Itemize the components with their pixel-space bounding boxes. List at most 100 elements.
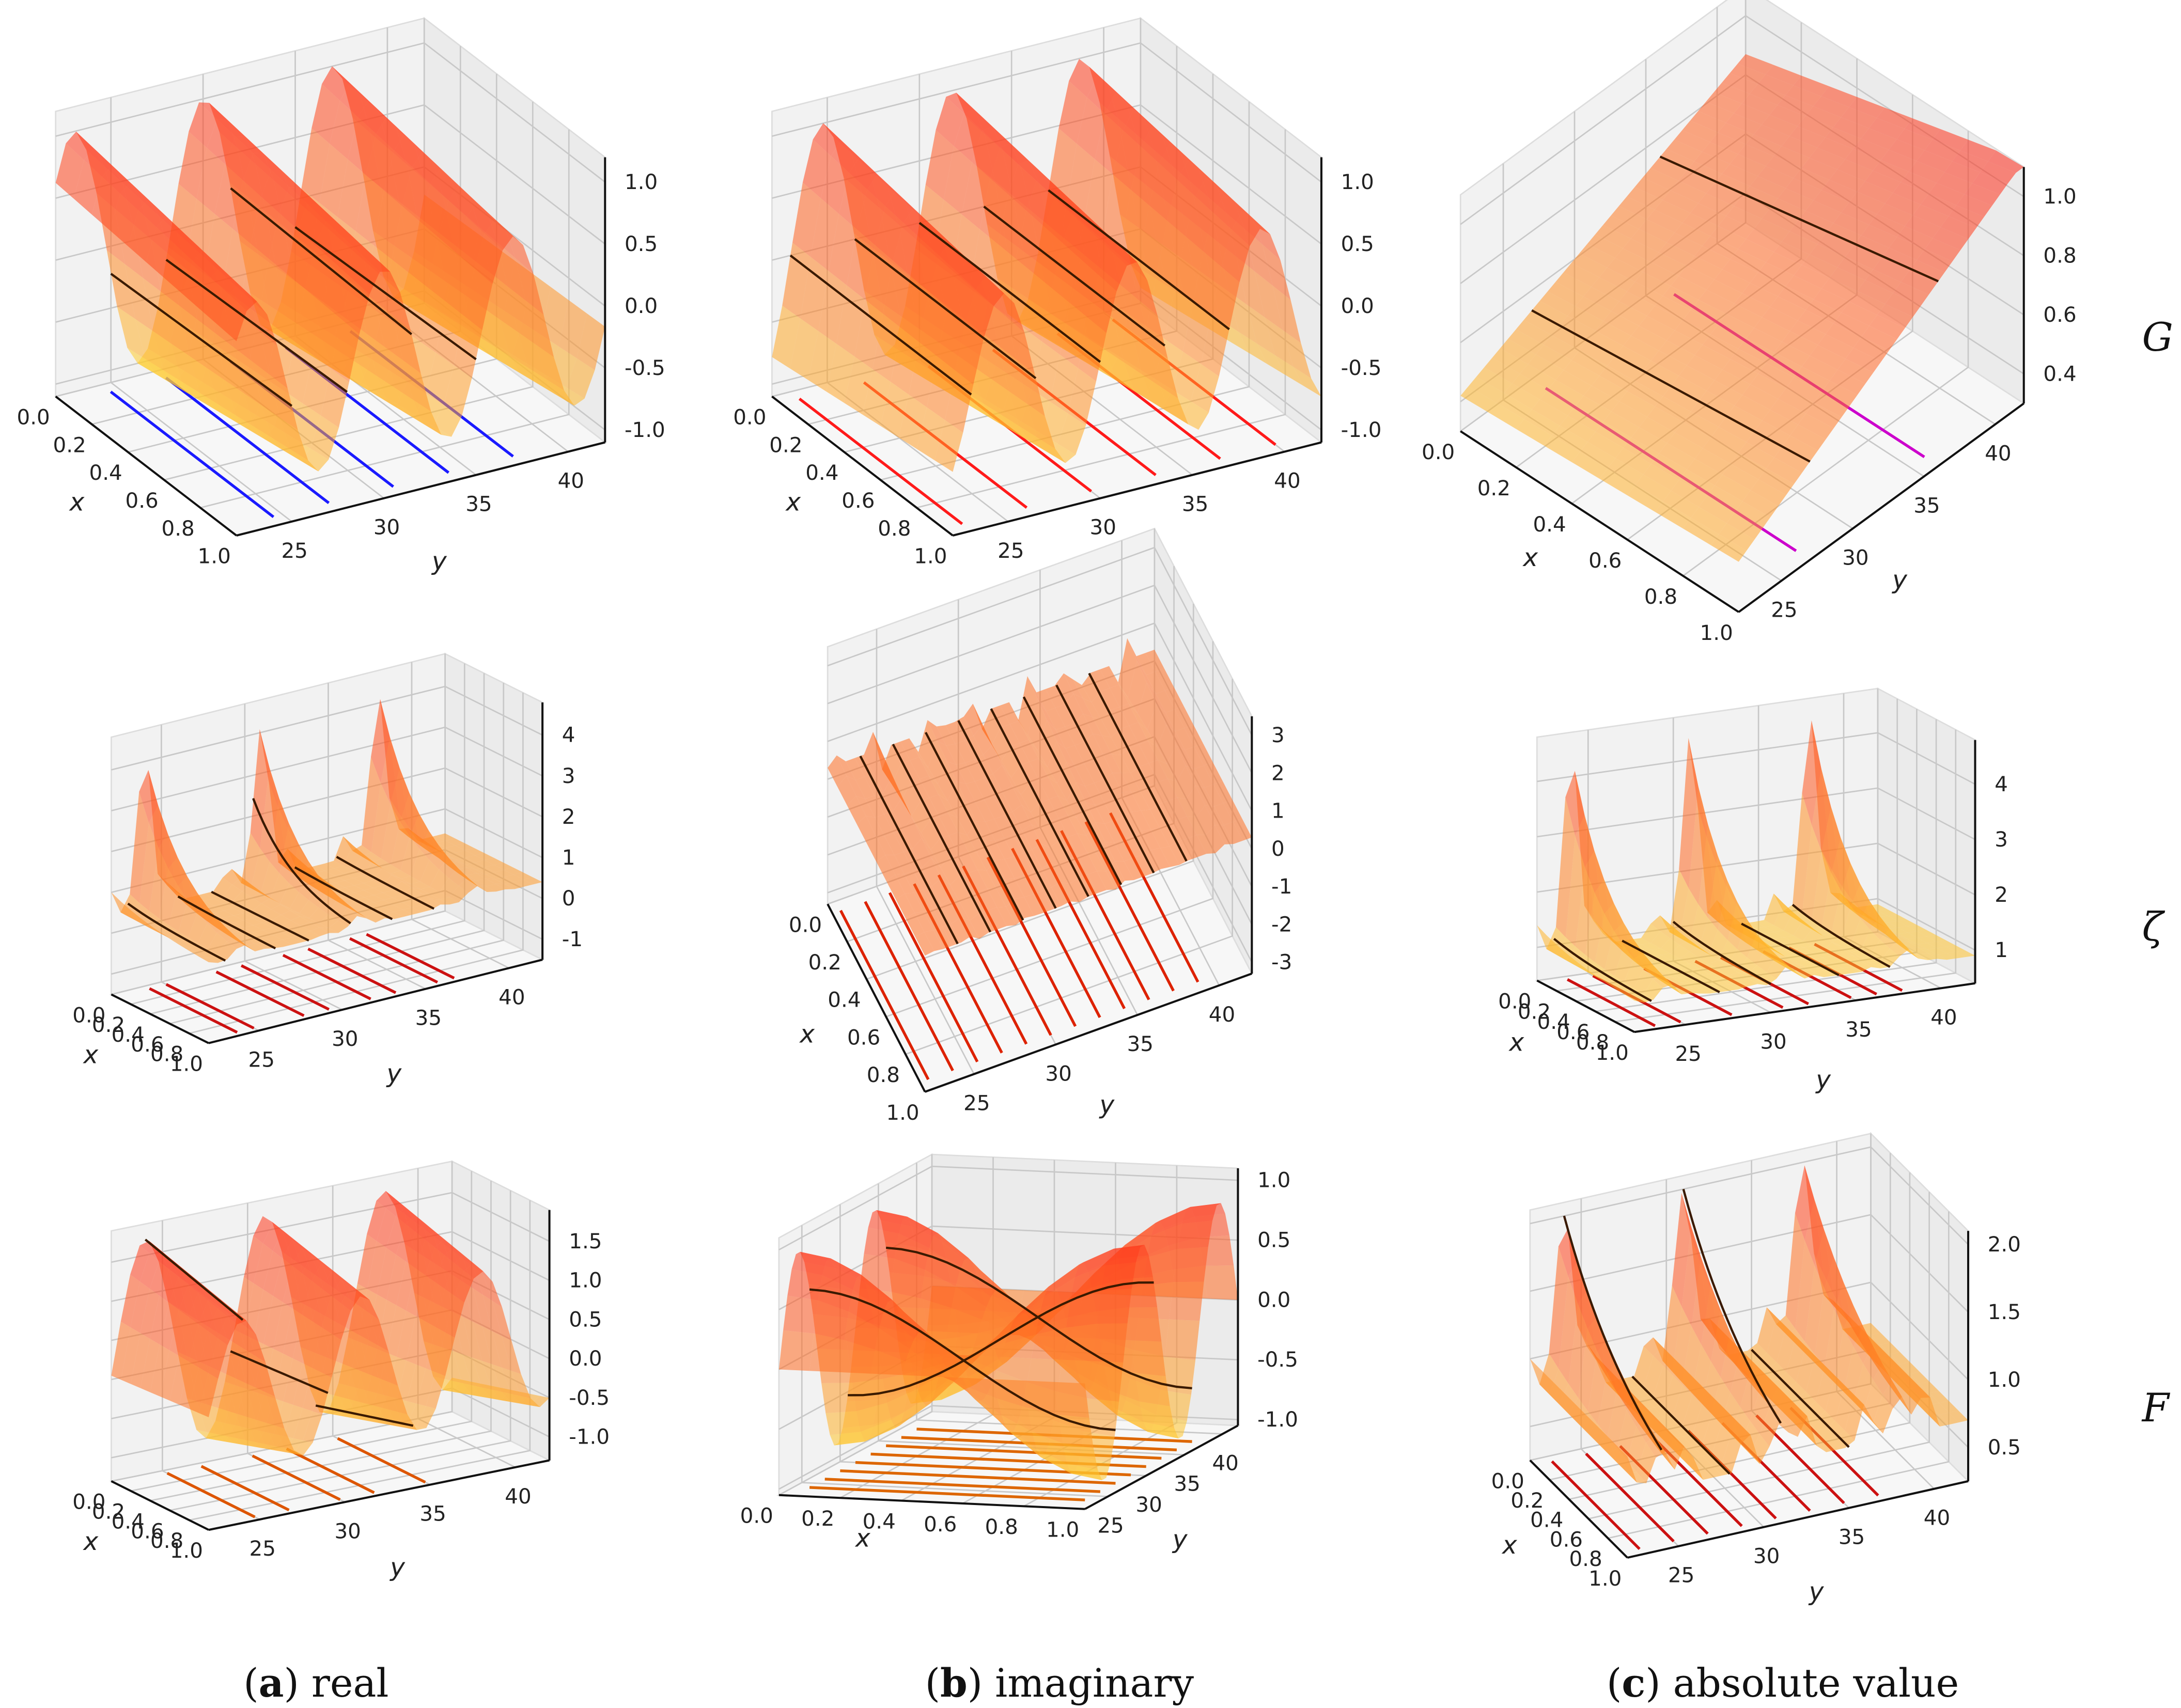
surface-patch: [1777, 95, 1814, 116]
surface-patch: [466, 862, 485, 870]
floor-contour-line: [200, 1465, 290, 1512]
surface-patch: [217, 1305, 237, 1317]
surface-patch: [1698, 289, 1735, 314]
surface-patch: [1587, 1317, 1607, 1352]
surface-patch: [1655, 295, 1691, 320]
surface-patch: [1750, 84, 1786, 105]
surface-patch: [950, 876, 969, 903]
surface-patch: [1097, 1289, 1132, 1324]
surface-patch: [233, 347, 262, 405]
y-tick-label: 30: [373, 515, 400, 540]
surface-patch: [1680, 977, 1701, 983]
surface-patch: [213, 877, 232, 897]
surface-patch: [1683, 1446, 1703, 1459]
surface-patch: [1803, 946, 1823, 953]
surface-patch: [364, 895, 384, 902]
x-tick-label: 1.0: [1596, 1041, 1629, 1065]
surface-patch: [1148, 760, 1168, 782]
surface-patch: [252, 903, 272, 916]
surface-patch: [1802, 355, 1838, 381]
surface-plot-F-imaginary: 0.0 0.2 0.4 0.6 0.8 1.0 253035401.00.50.0-0.5-…: [740, 1153, 1298, 1554]
surface-patch: [198, 1289, 217, 1301]
surface-patch: [1900, 1361, 1920, 1374]
surface-patch: [1214, 825, 1234, 844]
surface-patch: [290, 911, 309, 918]
row-label-g: G: [2142, 315, 2173, 360]
surface-patch: [281, 904, 300, 914]
surface-patch: [1815, 1288, 1834, 1367]
surface-patch: [885, 191, 914, 223]
surface-patch: [1834, 1328, 1854, 1390]
surface-patch: [1073, 694, 1093, 717]
surface-patch: [1671, 480, 1707, 507]
surface-patch: [809, 1333, 845, 1372]
surface-patch: [360, 1292, 379, 1320]
surface-patch: [1841, 905, 1861, 945]
surface-patch: [1113, 130, 1142, 190]
surface-patch: [1055, 704, 1074, 727]
surface-patch: [253, 1243, 273, 1290]
surface-patch: [476, 879, 496, 886]
grid-line-z: [1530, 1146, 1969, 1245]
surface-patch: [1687, 459, 1723, 485]
surface-patch: [1814, 970, 1833, 977]
x-tick-label: 0.4: [1533, 512, 1566, 537]
surface-patch: [1889, 237, 1925, 260]
floor-contour-line: [165, 377, 330, 504]
surface-patch: [518, 332, 546, 379]
surface-patch: [838, 173, 867, 230]
surface-patch: [1781, 136, 1817, 158]
surface-patch: [1718, 216, 1754, 239]
surface-patch: [1844, 1346, 1863, 1401]
surface-patch: [1158, 778, 1177, 801]
surface-patch: [991, 727, 1011, 761]
surface-patch: [1213, 781, 1233, 804]
surface-patch: [1001, 1415, 1037, 1449]
surface-patch: [121, 1327, 141, 1384]
surface-patch: [1801, 254, 1837, 278]
floor-contour-line: [282, 953, 371, 1000]
surface-patch: [292, 1314, 312, 1364]
surface-patch: [473, 1266, 493, 1301]
surface-patch: [494, 870, 514, 877]
surface-patch: [1873, 160, 1909, 182]
surface-patch: [1784, 942, 1804, 949]
surface-patch: [1639, 316, 1675, 341]
surface-patch: [1671, 965, 1690, 972]
surface-patch: [1699, 496, 1735, 524]
surface-patch: [813, 123, 842, 156]
surface-patch: [366, 333, 395, 388]
surface-patch: [1805, 106, 1841, 128]
surface-patch: [208, 933, 227, 954]
surface-patch: [1698, 101, 1734, 123]
grid-line-z: [827, 584, 1253, 774]
grid-line-z: [1537, 787, 1976, 840]
surface-patch: [251, 361, 280, 418]
surface-patch: [1678, 365, 1715, 391]
surface-patch: [189, 951, 208, 958]
y-tick-label: 25: [1771, 598, 1797, 622]
surface-patch: [1044, 1264, 1079, 1297]
surface-patch: [149, 848, 168, 919]
surface-patch: [914, 889, 933, 912]
surface-patch: [325, 221, 354, 238]
surface-patch: [1784, 935, 1803, 943]
surface-patch: [1682, 120, 1718, 143]
surface-patch: [279, 187, 308, 229]
surface-patch: [1611, 206, 1647, 229]
surface-level-line: [925, 732, 1024, 921]
surface-patch: [1921, 194, 1957, 216]
surface-patch: [301, 1248, 321, 1261]
surface-patch: [1762, 115, 1798, 136]
surface-patch: [1769, 198, 1806, 221]
surface-patch: [1206, 178, 1234, 201]
surface-patch: [400, 836, 420, 876]
surface-patch: [926, 1375, 961, 1406]
surface-patch: [430, 168, 459, 200]
surface-patch: [536, 344, 564, 391]
surface-level-line: [809, 1288, 1116, 1431]
surface-patch: [894, 852, 913, 874]
surface-patch: [1956, 950, 1975, 957]
surface-patch: [1591, 277, 1627, 302]
surface-patch: [1224, 822, 1243, 844]
